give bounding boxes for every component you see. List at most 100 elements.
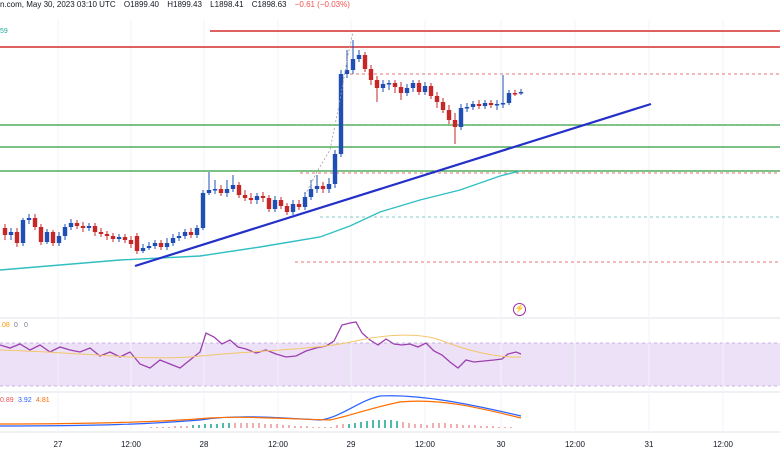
candle-body (518, 92, 524, 94)
candle-body (470, 104, 476, 107)
macd-histogram-bar (426, 425, 428, 428)
macd-histogram-bar (264, 424, 266, 428)
candle-body (44, 232, 50, 242)
candle-body (434, 96, 440, 102)
candle-body (296, 204, 302, 207)
macd-histogram-bar (306, 426, 308, 428)
macd-histogram-bar (216, 424, 218, 428)
candle-body (80, 226, 86, 228)
candle-body (14, 232, 20, 243)
candle-body (158, 243, 164, 247)
x-tick: 12:00 (414, 440, 436, 449)
header-close: C1898.63 (251, 0, 287, 9)
macd-signal-line (0, 400, 522, 425)
candle-body (290, 204, 296, 212)
candle-body (230, 185, 236, 189)
x-tick: 28 (199, 440, 209, 449)
candle-body (446, 110, 452, 120)
candle-body (68, 223, 74, 227)
candle-body (338, 74, 344, 154)
macd-histogram-bar (300, 426, 302, 428)
macd-histogram-bar (366, 421, 368, 428)
candle-body (386, 83, 392, 85)
candle-body (314, 186, 320, 189)
candle-body (176, 236, 182, 238)
macd-histogram-bar (288, 425, 290, 428)
macd-histogram-bar (438, 423, 440, 428)
macd-histogram-bar (492, 426, 494, 428)
macd-histogram-bar (168, 427, 170, 428)
candle-body (398, 87, 404, 93)
candle-body (380, 84, 386, 88)
rsi-value-3: 0 (24, 322, 28, 329)
candle-body (278, 200, 284, 206)
rsi-line (0, 321, 522, 369)
ohlc-header: n.com, May 30, 2023 03:10 UTC O1899.40 H… (0, 0, 356, 9)
candle-body (98, 232, 104, 234)
macd-histogram-bar (162, 427, 164, 428)
candle-body (86, 226, 92, 228)
macd-histogram-bar (474, 425, 476, 428)
candle-body (206, 190, 212, 193)
macd-histogram-bar (246, 423, 248, 428)
macd-histogram-bar (444, 423, 446, 428)
macd-histogram-bar (282, 425, 284, 428)
candle-body (182, 232, 188, 236)
candle-body (122, 237, 128, 240)
candle-body (128, 240, 134, 244)
candle-body (224, 189, 230, 193)
candle-body (284, 206, 290, 212)
rsi-band (0, 343, 780, 386)
macd-histogram-bar (210, 424, 212, 428)
candle-body (422, 86, 428, 92)
header-site: n.com, May 30, 2023 03:10 UTC (0, 0, 116, 9)
candle-body (500, 103, 506, 105)
macd-histogram-bar (510, 427, 512, 428)
macd-histogram-bar (336, 425, 338, 428)
lightning-icon[interactable]: ⚡ (513, 303, 526, 316)
candle-body (194, 228, 200, 235)
candle-body (416, 83, 422, 92)
candle-body (440, 102, 446, 110)
macd-histogram-bar (270, 424, 272, 428)
candle-body (368, 69, 374, 80)
candle-body (254, 196, 260, 200)
macd-histogram-bar (234, 423, 236, 428)
candle-body (74, 223, 80, 226)
macd-histogram-bar (240, 423, 242, 428)
macd-histogram-bar (348, 424, 350, 428)
candle-body (26, 218, 32, 220)
candle-body (374, 80, 380, 88)
candle-body (134, 236, 140, 251)
candle-body (428, 86, 434, 96)
candle-body (302, 197, 308, 207)
macd-histogram-bar (354, 423, 356, 428)
candle-body (326, 184, 332, 189)
x-tick: 27 (53, 440, 63, 449)
candle-body (242, 195, 248, 198)
rsi-label: .08 (0, 322, 10, 329)
macd-line (0, 395, 522, 427)
candle-body (212, 189, 218, 191)
macd-histogram-bar (174, 426, 176, 428)
macd-value-3: 4.81 (36, 397, 50, 404)
x-tick: 29 (346, 440, 356, 449)
candle-body (512, 93, 518, 95)
candle-body (266, 198, 272, 209)
macd-histogram-bar (396, 421, 398, 428)
x-tick: 31 (644, 440, 654, 449)
macd-value-1: 0.89 (0, 397, 14, 404)
candle-body (50, 232, 56, 243)
candle-body (476, 104, 482, 106)
header-open: O1899.40 (123, 0, 159, 9)
macd-histogram-bar (420, 424, 422, 428)
candle-body (332, 154, 338, 184)
header-sub-value: 59 (0, 28, 8, 35)
macd-value-2: 3.92 (18, 397, 32, 404)
candle-body (458, 108, 464, 127)
candle-body (392, 83, 398, 87)
macd-histogram-bar (192, 425, 194, 428)
macd-histogram-bar (252, 423, 254, 428)
